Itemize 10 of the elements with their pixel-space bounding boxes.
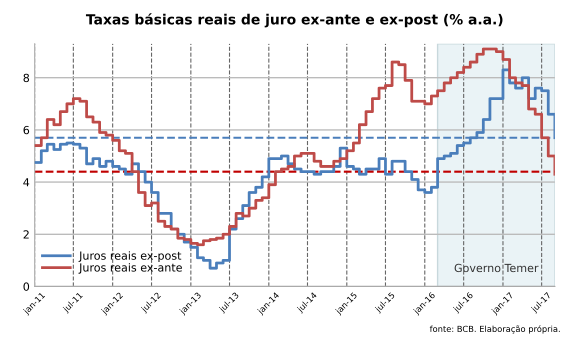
chart-title: Taxas básicas reais de juro ex-ante e ex-post (% a.a.) [86, 13, 502, 28]
y-tick-label: 4 [23, 178, 30, 186]
y-tick-label: 8 [24, 74, 30, 82]
y-tick-label: 6 [24, 126, 30, 134]
legend-label: Juros reais ex-ante [78, 263, 182, 274]
legend-label: Juros reais ex-post [78, 251, 182, 262]
source-note: fonte: BCB. Elaboração própria. [430, 325, 560, 334]
band-label: Governo Temer [454, 264, 538, 272]
y-tick-label: 2 [24, 230, 29, 238]
y-tick-label: 0 [23, 282, 30, 291]
